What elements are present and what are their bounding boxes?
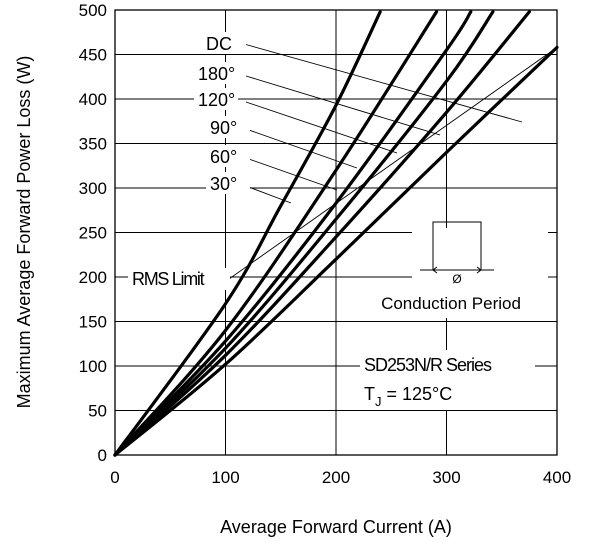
x-axis-label: Average Forward Current (A) — [220, 517, 452, 537]
curves — [113, 10, 559, 457]
rms-limit-label: RMS Limit — [132, 269, 205, 289]
curve-label-4: 60° — [210, 147, 237, 167]
y-tick-label: 150 — [79, 313, 107, 332]
x-tick-label: 0 — [110, 468, 119, 487]
x-tick-label: 300 — [432, 468, 460, 487]
curve-label-1: 180° — [198, 64, 235, 84]
y-tick-label: 200 — [79, 268, 107, 287]
leader-line-3 — [245, 128, 358, 169]
leader-line-2 — [245, 101, 398, 154]
y-tick-label: 100 — [79, 357, 107, 376]
curve-label-2: 120° — [198, 90, 235, 110]
conduction-pulse-icon — [420, 221, 494, 271]
conduction-period-label: Conduction Period — [381, 294, 521, 313]
y-axis-label: Maximum Average Forward Power Loss (W) — [14, 56, 34, 409]
y-tick-label: 250 — [79, 224, 107, 243]
x-tick-label: 200 — [322, 468, 350, 487]
plot-frame — [114, 9, 558, 456]
conduction-period-inset: Ø Conduction Period — [381, 221, 548, 318]
y-tick-label: 450 — [79, 46, 107, 65]
curve-0 — [113, 45, 559, 457]
leader-line-1 — [245, 75, 441, 136]
curve-labels: DC 180° 120° 90° 60° 30° — [194, 32, 250, 194]
curve-3 — [113, 10, 473, 457]
rms-limit-line — [225, 47, 558, 282]
device-info-inset: SD253N/R Series TJ = 125°C — [360, 350, 535, 410]
y-tick-label: 300 — [79, 179, 107, 198]
y-tick-label: 400 — [79, 90, 107, 109]
rms-limit: RMS Limit — [128, 47, 558, 290]
tick-labels: 0 100 200 300 400 0 50 100 150 200 250 300 350 400 450… — [79, 1, 572, 487]
y-tick-label: 0 — [98, 446, 107, 465]
leader-line-4 — [245, 157, 338, 191]
y-tick-label: 50 — [88, 402, 107, 421]
y-tick-label: 350 — [79, 135, 107, 154]
leader-line-0 — [243, 43, 523, 123]
curve-label-0: DC — [206, 34, 232, 54]
device-series-label: SD253N/R Series — [364, 355, 492, 375]
leader-lines — [243, 43, 523, 204]
x-tick-label: 400 — [543, 468, 571, 487]
curve-4 — [113, 10, 439, 457]
y-tick-label: 500 — [79, 1, 107, 20]
curve-1 — [113, 10, 531, 457]
grid — [115, 10, 557, 455]
junction-temp-label: TJ = 125°C — [364, 384, 452, 409]
x-tick-label: 100 — [211, 468, 239, 487]
leader-line-5 — [245, 185, 292, 204]
curve-5 — [113, 10, 382, 457]
curve-2 — [113, 10, 495, 457]
phi-symbol: Ø — [452, 272, 461, 286]
curve-label-5: 30° — [210, 174, 237, 194]
curve-label-3: 90° — [210, 118, 237, 138]
